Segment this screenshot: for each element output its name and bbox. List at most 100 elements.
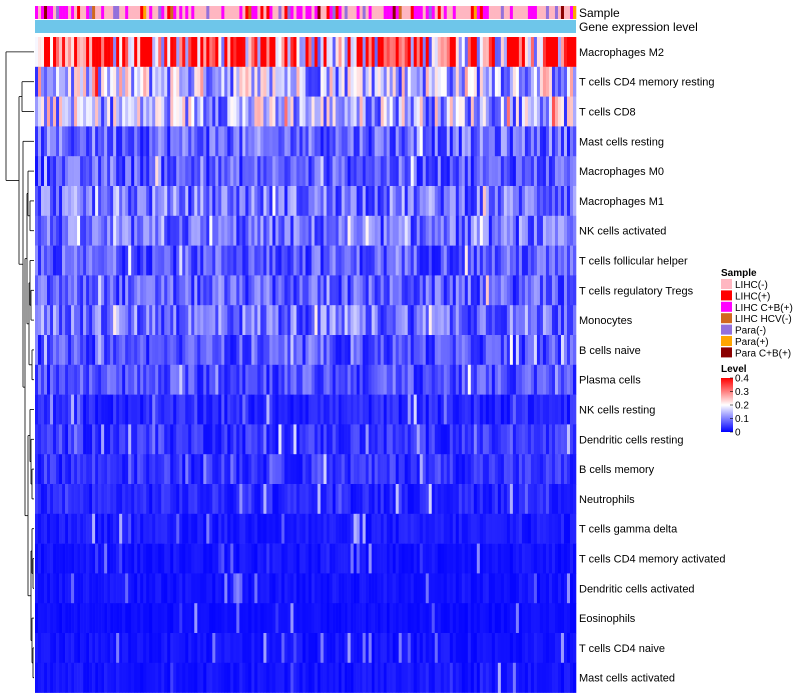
- heatmap-cell: [116, 275, 120, 306]
- heatmap-cell: [284, 454, 288, 485]
- heatmap-cell: [455, 275, 460, 306]
- heatmap-cell: [416, 543, 421, 574]
- heatmap-cell: [194, 603, 198, 634]
- heatmap-cell: [560, 186, 565, 217]
- heatmap-cell: [548, 364, 553, 395]
- heatmap-cell: [110, 424, 114, 455]
- heatmap-cell: [380, 275, 384, 306]
- heatmap-cell: [62, 66, 66, 97]
- heatmap-cell: [506, 186, 511, 217]
- heatmap-cell: [302, 96, 306, 127]
- heatmap-cell: [491, 573, 496, 604]
- heatmap-cell: [437, 335, 442, 366]
- heatmap-cell: [569, 275, 574, 306]
- heatmap-cell: [377, 543, 381, 574]
- heatmap-cell: [449, 96, 454, 127]
- heatmap-cell: [305, 66, 309, 97]
- heatmap-cell: [200, 96, 204, 127]
- heatmap-cell: [503, 215, 508, 246]
- heatmap-cell: [293, 633, 297, 664]
- heatmap-cell: [59, 424, 63, 455]
- heatmap-cell: [230, 275, 234, 306]
- heatmap-cell: [125, 186, 129, 217]
- heatmap-cell: [128, 305, 132, 336]
- heatmap-cell: [485, 662, 490, 693]
- heatmap-cell: [461, 305, 466, 336]
- heatmap-cell: [257, 454, 261, 485]
- heatmap-cell: [512, 603, 517, 634]
- heatmap-cell: [536, 364, 541, 395]
- heatmap-cell: [236, 275, 240, 306]
- heatmap-cell: [464, 186, 469, 217]
- heatmap-cell: [443, 633, 448, 664]
- heatmap-cell: [275, 305, 279, 336]
- heatmap-cell: [50, 603, 54, 634]
- heatmap-cell: [359, 424, 363, 455]
- heatmap-cell: [74, 364, 78, 395]
- heatmap-cell: [167, 454, 171, 485]
- heatmap-cell: [341, 66, 345, 97]
- heatmap-cell: [116, 96, 120, 127]
- heatmap-cell: [290, 245, 294, 276]
- heatmap-cell: [401, 484, 405, 515]
- heatmap-cell: [95, 37, 99, 68]
- heatmap-cell: [170, 335, 174, 366]
- heatmap-cell: [545, 275, 550, 306]
- heatmap-cell: [245, 37, 249, 68]
- sample-annotation-cell: [377, 6, 381, 19]
- heatmap-cell: [410, 156, 414, 187]
- heatmap-cell: [545, 454, 550, 485]
- heatmap-cell: [425, 66, 430, 97]
- heatmap-cell: [374, 305, 378, 336]
- heatmap-cell: [455, 156, 460, 187]
- heatmap-cell: [548, 513, 553, 544]
- heatmap-cell: [119, 37, 123, 68]
- heatmap-cell: [116, 364, 120, 395]
- heatmap-cell: [173, 186, 177, 217]
- heatmap-cell: [443, 96, 448, 127]
- heatmap-cell: [134, 245, 138, 276]
- heatmap-cell: [293, 484, 297, 515]
- heatmap-cell: [326, 275, 330, 306]
- heatmap-cell: [260, 335, 264, 366]
- heatmap-cell: [446, 96, 451, 127]
- heatmap-cell: [98, 484, 102, 515]
- heatmap-cell: [179, 37, 183, 68]
- heatmap-cell: [302, 156, 306, 187]
- sample-annotation-cell: [74, 6, 78, 19]
- heatmap-cell: [314, 37, 318, 68]
- heatmap-cell: [506, 424, 511, 455]
- heatmap-cell: [68, 37, 72, 68]
- heatmap-cell: [203, 454, 207, 485]
- heatmap-cell: [557, 335, 562, 366]
- heatmap-cell: [473, 484, 478, 515]
- heatmap-cell: [257, 215, 261, 246]
- heatmap-cell: [548, 335, 553, 366]
- heatmap-cell: [230, 424, 234, 455]
- heatmap-cell: [44, 662, 48, 693]
- heatmap-cell: [53, 543, 57, 574]
- heatmap-cell: [62, 126, 66, 157]
- heatmap-cell: [251, 275, 255, 306]
- heatmap-cell: [146, 335, 150, 366]
- heatmap-cell: [521, 245, 526, 276]
- heatmap-cell: [149, 573, 153, 604]
- heatmap-cell: [437, 573, 442, 604]
- heatmap-cell: [497, 573, 502, 604]
- heatmap-cell: [527, 513, 532, 544]
- heatmap-cell: [44, 66, 48, 97]
- heatmap-cell: [236, 543, 240, 574]
- heatmap-cell: [188, 66, 192, 97]
- heatmap-cell: [170, 633, 174, 664]
- heatmap-cell: [77, 335, 81, 366]
- heatmap-cell: [476, 424, 481, 455]
- heatmap-cell: [566, 305, 571, 336]
- heatmap-cell: [254, 215, 258, 246]
- heatmap-cell: [368, 543, 372, 574]
- heatmap-cell: [140, 424, 144, 455]
- heatmap-cell: [359, 156, 363, 187]
- heatmap-cell: [506, 603, 511, 634]
- heatmap-cell: [38, 394, 42, 425]
- sample-annotation-cell: [245, 6, 249, 19]
- heatmap-cell: [266, 573, 270, 604]
